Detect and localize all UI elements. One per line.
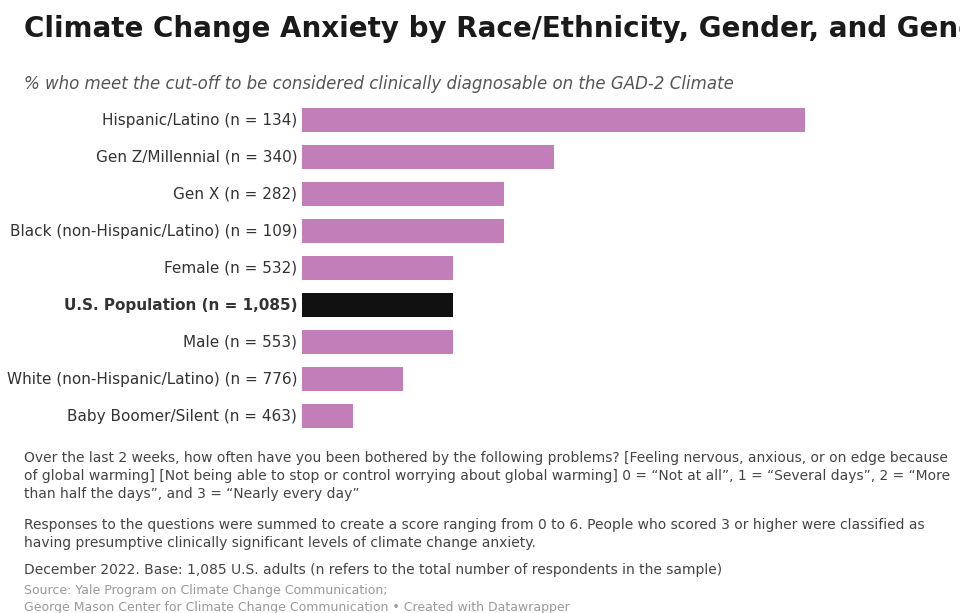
Bar [302,145,554,169]
Text: Over the last 2 weeks, how often have you been bothered by the following problem: Over the last 2 weeks, how often have yo… [24,451,950,501]
Bar [302,109,805,132]
Text: Male (n = 553): Male (n = 553) [183,335,298,349]
Text: Source: Yale Program on Climate Change Communication;
George Mason Center for Cl: Source: Yale Program on Climate Change C… [24,584,569,613]
Text: Responses to the questions were summed to create a score ranging from 0 to 6. Pe: Responses to the questions were summed t… [24,518,924,550]
Bar [302,293,453,317]
Text: Female (n = 532): Female (n = 532) [164,261,298,276]
Text: U.S. Population (n = 1,085): U.S. Population (n = 1,085) [64,298,298,313]
Text: % who meet the cut-off to be considered clinically diagnosable on the GAD-2 Clim: % who meet the cut-off to be considered … [24,75,733,93]
Text: Gen X (n = 282): Gen X (n = 282) [174,187,298,202]
Text: Hispanic/Latino (n = 134): Hispanic/Latino (n = 134) [102,113,298,128]
Text: White (non-Hispanic/Latino) (n = 776): White (non-Hispanic/Latino) (n = 776) [7,371,298,387]
Text: Black (non-Hispanic/Latino) (n = 109): Black (non-Hispanic/Latino) (n = 109) [10,224,298,238]
Bar [302,330,453,354]
Bar [302,367,403,391]
Text: Climate Change Anxiety by Race/Ethnicity, Gender, and Generation: Climate Change Anxiety by Race/Ethnicity… [24,15,960,44]
Bar [302,182,504,206]
Text: December 2022. Base: 1,085 U.S. adults (n refers to the total number of responde: December 2022. Base: 1,085 U.S. adults (… [24,563,722,577]
Bar [302,219,504,243]
Bar [302,404,352,428]
Text: Gen Z/Millennial (n = 340): Gen Z/Millennial (n = 340) [96,150,298,165]
Text: Baby Boomer/Silent (n = 463): Baby Boomer/Silent (n = 463) [67,409,298,424]
Bar [302,256,453,280]
